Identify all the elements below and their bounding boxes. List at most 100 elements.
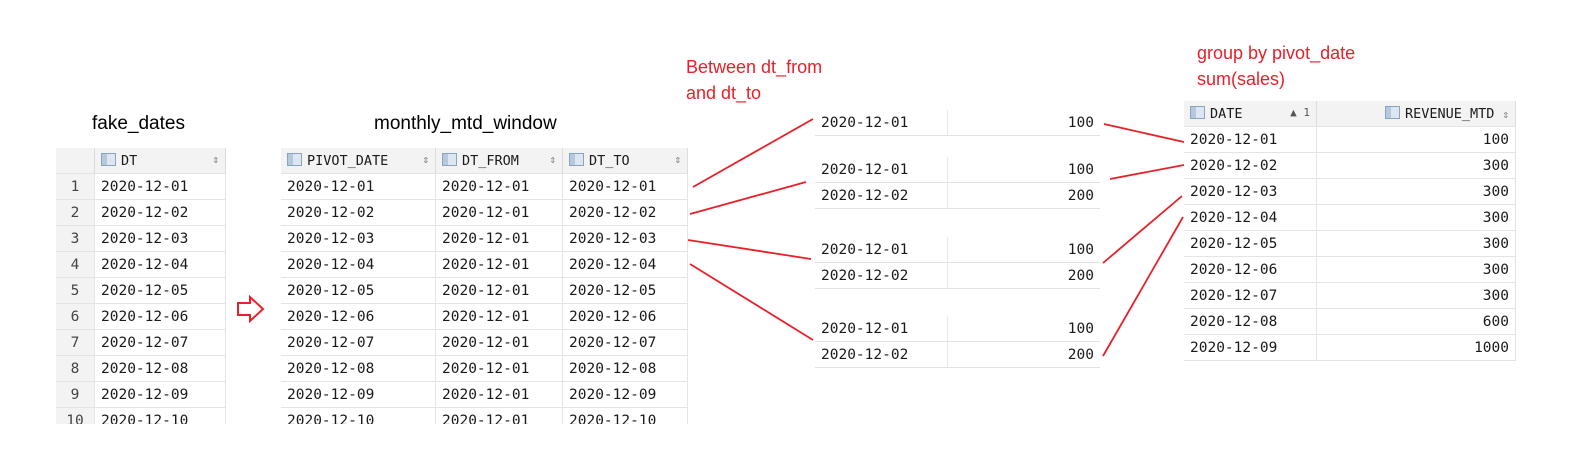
pivot-date-cell[interactable]: 2020-12-09: [281, 381, 436, 408]
dt-to-cell[interactable]: 2020-12-08: [562, 355, 688, 382]
sort-icon[interactable]: ⇕: [1502, 107, 1509, 121]
date-cell[interactable]: 2020-12-08: [1184, 308, 1317, 335]
table-row[interactable]: 7 2020-12-07: [56, 329, 226, 356]
revenue-mtd-cell[interactable]: 300: [1316, 204, 1516, 231]
dt-to-cell[interactable]: 2020-12-03: [562, 225, 688, 252]
revenue-mtd-cell[interactable]: 300: [1316, 178, 1516, 205]
column-header-dt[interactable]: DT ⇕: [94, 148, 226, 174]
sort-icon[interactable]: ⇕: [422, 152, 429, 166]
sales-cell: 200: [947, 182, 1100, 209]
dt-from-cell[interactable]: 2020-12-01: [435, 329, 563, 356]
dt-to-cell[interactable]: 2020-12-04: [562, 251, 688, 278]
dt-to-cell[interactable]: 2020-12-05: [562, 277, 688, 304]
table-row[interactable]: 2020-12-07 2020-12-01 2020-12-07: [281, 329, 688, 356]
revenue-mtd-cell[interactable]: 1000: [1316, 334, 1516, 361]
pivot-date-cell[interactable]: 2020-12-08: [281, 355, 436, 382]
date-cell[interactable]: 2020-12-02: [1184, 152, 1317, 179]
table-row[interactable]: 2020-12-02 2020-12-01 2020-12-02: [281, 199, 688, 226]
table-row: 2020-12-01 100: [815, 316, 1100, 342]
date-cell[interactable]: 2020-12-06: [1184, 256, 1317, 283]
table-row[interactable]: 9 2020-12-09: [56, 381, 226, 408]
revenue-mtd-cell[interactable]: 300: [1316, 282, 1516, 309]
pivot-date-cell[interactable]: 2020-12-01: [281, 173, 436, 200]
date-cell[interactable]: 2020-12-04: [1184, 204, 1317, 231]
table-row[interactable]: 2020-12-04 300: [1184, 204, 1516, 231]
date-cell[interactable]: 2020-12-07: [1184, 282, 1317, 309]
date-cell[interactable]: 2020-12-03: [1184, 178, 1317, 205]
dt-cell[interactable]: 2020-12-03: [94, 225, 226, 252]
dt-to-cell[interactable]: 2020-12-09: [562, 381, 688, 408]
dt-from-cell[interactable]: 2020-12-01: [435, 225, 563, 252]
sort-ascending-indicator[interactable]: ▲ 1: [1290, 105, 1310, 119]
table-row[interactable]: 6 2020-12-06: [56, 303, 226, 330]
column-header-date[interactable]: DATE ▲ 1: [1184, 101, 1317, 127]
dt-to-cell[interactable]: 2020-12-01: [562, 173, 688, 200]
dt-cell[interactable]: 2020-12-04: [94, 251, 226, 278]
table-row[interactable]: 2020-12-06 300: [1184, 256, 1516, 283]
table-row[interactable]: 8 2020-12-08: [56, 355, 226, 382]
table-row[interactable]: 2020-12-05 2020-12-01 2020-12-05: [281, 277, 688, 304]
table-row: 2020-12-01 100: [815, 110, 1100, 136]
pivot-date-cell[interactable]: 2020-12-07: [281, 329, 436, 356]
revenue-mtd-cell[interactable]: 100: [1316, 126, 1516, 153]
dt-cell[interactable]: 2020-12-02: [94, 199, 226, 226]
column-header-pivot-date[interactable]: PIVOT_DATE ⇕: [281, 148, 436, 174]
table-row[interactable]: 2020-12-09 1000: [1184, 334, 1516, 361]
dt-cell[interactable]: 2020-12-09: [94, 381, 226, 408]
date-cell: 2020-12-01: [815, 316, 948, 342]
column-header-dt-to[interactable]: DT_TO ⇕: [562, 148, 688, 174]
table-row[interactable]: 4 2020-12-04: [56, 251, 226, 278]
dt-from-cell[interactable]: 2020-12-01: [435, 355, 563, 382]
pivot-date-cell[interactable]: 2020-12-02: [281, 199, 436, 226]
dt-from-cell[interactable]: 2020-12-01: [435, 199, 563, 226]
table-row[interactable]: 2020-12-07 300: [1184, 282, 1516, 309]
dt-cell[interactable]: 2020-12-01: [94, 173, 226, 200]
table-row[interactable]: 2020-12-03 300: [1184, 178, 1516, 205]
date-cell[interactable]: 2020-12-01: [1184, 126, 1317, 153]
dt-cell[interactable]: 2020-12-05: [94, 277, 226, 304]
table-row[interactable]: 2 2020-12-02: [56, 199, 226, 226]
column-header-dt-from[interactable]: DT_FROM ⇕: [435, 148, 563, 174]
sort-icon[interactable]: ⇕: [212, 152, 219, 166]
dt-from-cell[interactable]: 2020-12-01: [435, 303, 563, 330]
revenue-mtd-cell[interactable]: 300: [1316, 152, 1516, 179]
sort-icon[interactable]: ⇕: [674, 152, 681, 166]
column-header-revenue-mtd[interactable]: REVENUE_MTD ⇕: [1316, 101, 1516, 127]
dt-from-cell[interactable]: 2020-12-01: [435, 173, 563, 200]
revenue-mtd-cell[interactable]: 300: [1316, 256, 1516, 283]
revenue-mtd-cell[interactable]: 600: [1316, 308, 1516, 335]
row-number: 8: [56, 355, 95, 382]
table-row[interactable]: 2020-12-01 100: [1184, 126, 1516, 153]
date-cell[interactable]: 2020-12-05: [1184, 230, 1317, 257]
table-row[interactable]: 1 2020-12-01: [56, 173, 226, 200]
dt-cell[interactable]: 2020-12-06: [94, 303, 226, 330]
dt-from-cell[interactable]: 2020-12-01: [435, 277, 563, 304]
table-row[interactable]: 2020-12-05 300: [1184, 230, 1516, 257]
dt-to-cell[interactable]: 2020-12-07: [562, 329, 688, 356]
connector-line: [1109, 164, 1185, 180]
table-row[interactable]: 2020-12-09 2020-12-01 2020-12-09: [281, 381, 688, 408]
table-row[interactable]: 3 2020-12-03: [56, 225, 226, 252]
table-row[interactable]: 2020-12-03 2020-12-01 2020-12-03: [281, 225, 688, 252]
dt-to-cell[interactable]: 2020-12-02: [562, 199, 688, 226]
date-cell: 2020-12-01: [815, 110, 948, 136]
table-row[interactable]: 2020-12-01 2020-12-01 2020-12-01: [281, 173, 688, 200]
dt-from-cell[interactable]: 2020-12-01: [435, 251, 563, 278]
table-row[interactable]: 2020-12-08 600: [1184, 308, 1516, 335]
pivot-date-cell[interactable]: 2020-12-03: [281, 225, 436, 252]
sort-icon[interactable]: ⇕: [549, 152, 556, 166]
table-row[interactable]: 2020-12-08 2020-12-01 2020-12-08: [281, 355, 688, 382]
pivot-date-cell[interactable]: 2020-12-04: [281, 251, 436, 278]
dt-cell[interactable]: 2020-12-07: [94, 329, 226, 356]
dt-from-cell[interactable]: 2020-12-01: [435, 381, 563, 408]
revenue-mtd-cell[interactable]: 300: [1316, 230, 1516, 257]
dt-to-cell[interactable]: 2020-12-06: [562, 303, 688, 330]
table-row[interactable]: 2020-12-04 2020-12-01 2020-12-04: [281, 251, 688, 278]
table-row[interactable]: 5 2020-12-05: [56, 277, 226, 304]
pivot-date-cell[interactable]: 2020-12-06: [281, 303, 436, 330]
table-row[interactable]: 2020-12-06 2020-12-01 2020-12-06: [281, 303, 688, 330]
dt-cell[interactable]: 2020-12-08: [94, 355, 226, 382]
table-row[interactable]: 2020-12-02 300: [1184, 152, 1516, 179]
pivot-date-cell[interactable]: 2020-12-05: [281, 277, 436, 304]
date-cell[interactable]: 2020-12-09: [1184, 334, 1317, 361]
